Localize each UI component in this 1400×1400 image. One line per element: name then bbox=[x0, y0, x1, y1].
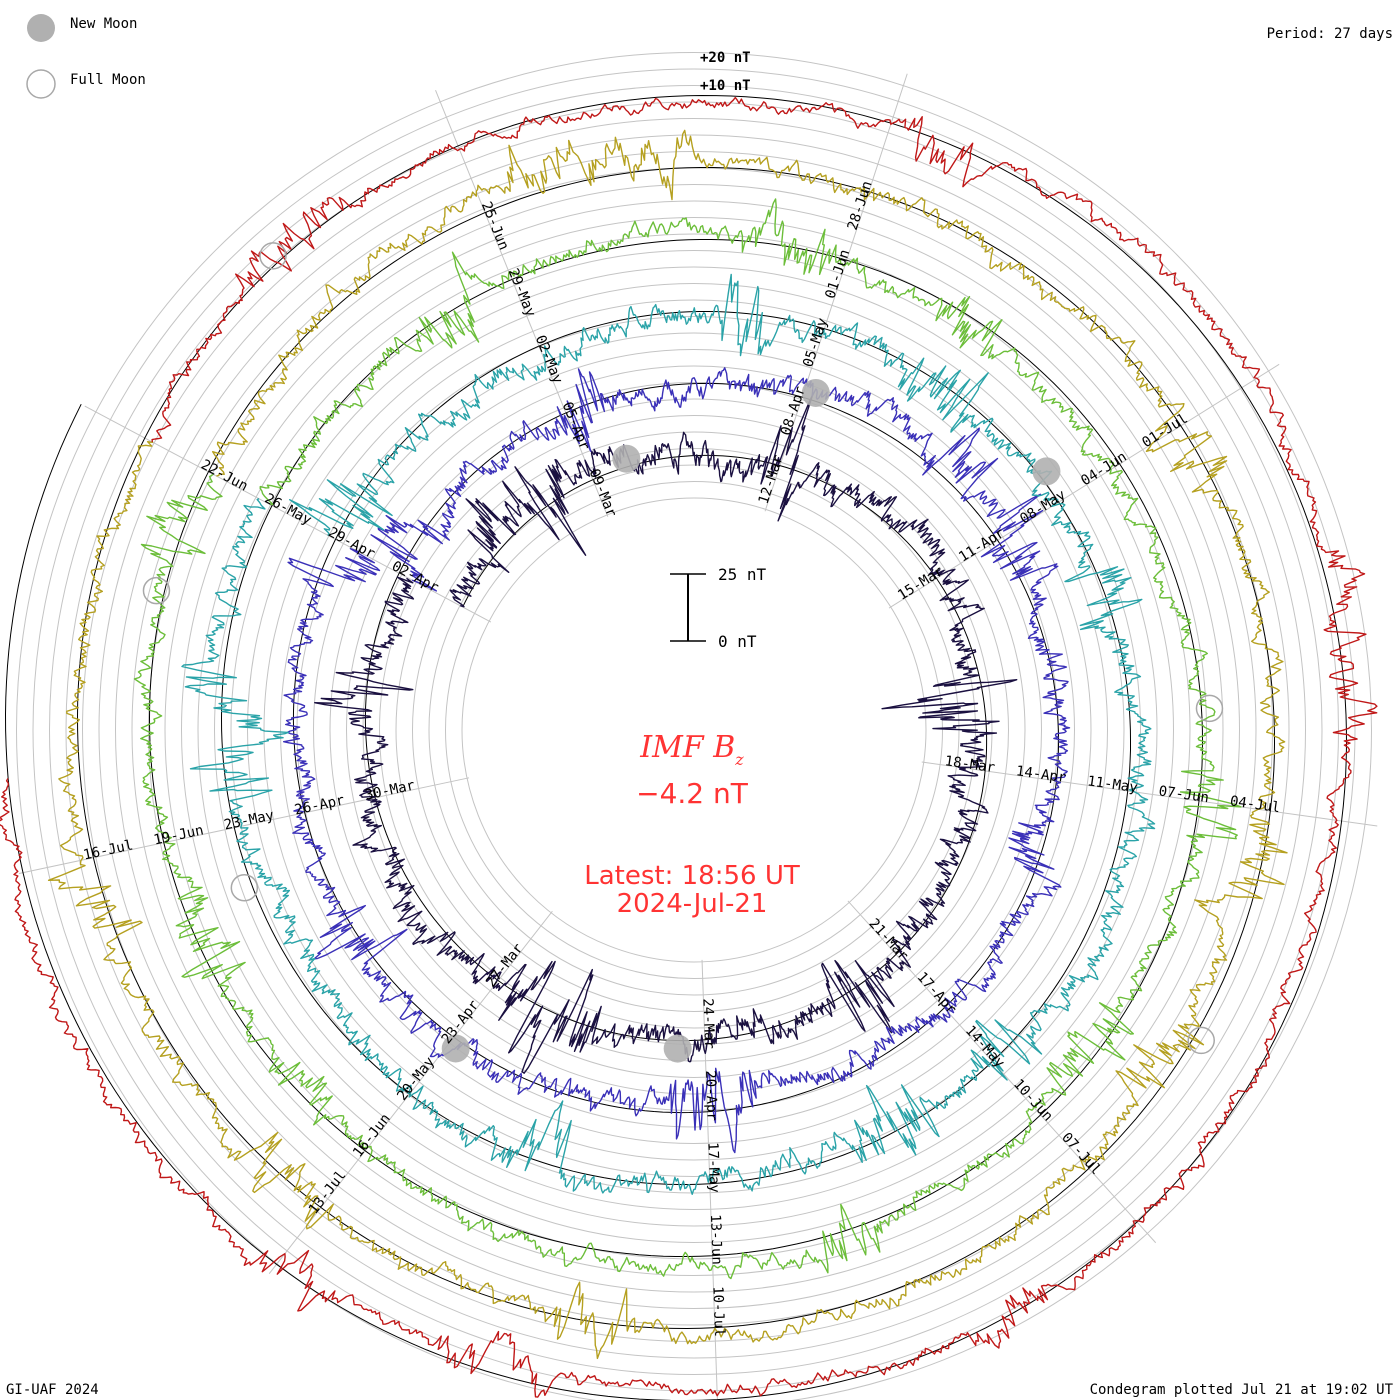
full-moon-marker bbox=[230, 874, 259, 902]
grid-spokes bbox=[18, 73, 1378, 1400]
grid-ring bbox=[214, 250, 1174, 1210]
new-moon-legend-label: New Moon bbox=[70, 16, 137, 32]
parameter-title-main: IMF B bbox=[639, 730, 735, 765]
grid-ring bbox=[181, 217, 1207, 1243]
date-label: 04-Jul bbox=[1229, 793, 1281, 816]
date-label: 24-Mar bbox=[699, 998, 717, 1049]
grid-ring bbox=[32, 68, 1356, 1392]
trace-rotation-6 bbox=[0, 96, 1378, 1398]
date-label: 07-Jun bbox=[1158, 783, 1210, 806]
date-label: 11-May bbox=[1086, 773, 1138, 796]
date-label: 15-Mar bbox=[895, 563, 946, 603]
trace-rotation-2 bbox=[283, 367, 1071, 1154]
full-moon-marker bbox=[259, 242, 287, 270]
scale-bar-bottom-label: 0 nT bbox=[718, 632, 757, 651]
latest-value: −4.2 nT bbox=[636, 777, 749, 810]
new-moon-marker bbox=[612, 444, 641, 473]
grid-spoke bbox=[435, 90, 609, 517]
grid-ring bbox=[346, 382, 1042, 1078]
grid-ring bbox=[164, 200, 1224, 1260]
grid-rings bbox=[16, 52, 1372, 1400]
data-traces bbox=[0, 96, 1378, 1398]
footer-plot-time: Condegram plotted Jul 21 at 19:02 UT bbox=[1090, 1382, 1394, 1398]
legend: New Moon Full Moon bbox=[26, 14, 146, 99]
full-moon-marker bbox=[142, 576, 171, 605]
ring-label-plus20: +20 nT bbox=[700, 50, 751, 66]
latest-date: 2024-Jul-21 bbox=[617, 889, 768, 919]
date-label: 29-May bbox=[505, 266, 539, 319]
grid-ring bbox=[247, 283, 1141, 1177]
date-label: 18-Mar bbox=[944, 753, 996, 776]
grid-ring bbox=[445, 481, 943, 979]
grid-spoke bbox=[888, 363, 1280, 609]
trace-rotation-5 bbox=[47, 129, 1288, 1360]
new-moon-marker bbox=[1032, 457, 1061, 486]
moon-markers bbox=[142, 242, 1224, 1063]
grid-ring bbox=[362, 398, 1026, 1062]
full-moon-legend-icon bbox=[26, 69, 56, 99]
grid-spoke bbox=[701, 959, 718, 1400]
grid-ring bbox=[263, 299, 1125, 1161]
trace-rotation-3 bbox=[181, 273, 1156, 1195]
new-moon-marker bbox=[801, 378, 830, 407]
date-label: 13-Jun bbox=[707, 1214, 725, 1265]
parameter-title: IMF Bz bbox=[639, 730, 744, 769]
date-label: 28-Jun bbox=[845, 179, 876, 232]
scale-bar: 25 nT 0 nT bbox=[670, 565, 767, 651]
grid-ring bbox=[280, 316, 1108, 1144]
trace-rotation-1 bbox=[314, 393, 1018, 1074]
grid-ring bbox=[230, 266, 1158, 1194]
latest-time: Latest: 18:56 UT bbox=[584, 861, 800, 891]
grid-spoke bbox=[921, 761, 1378, 827]
full-moon-marker bbox=[1195, 694, 1224, 723]
zero-baselines bbox=[4, 94, 1348, 1400]
date-label: 09-Mar bbox=[586, 467, 620, 520]
grid-ring bbox=[148, 184, 1240, 1276]
date-label: 05-May bbox=[800, 316, 831, 369]
parameter-title-subscript: z bbox=[734, 750, 744, 769]
trace-rotation-4 bbox=[133, 198, 1242, 1280]
grid-ring bbox=[461, 497, 927, 963]
new-moon-legend-icon bbox=[27, 14, 55, 42]
full-moon-marker bbox=[1187, 1026, 1215, 1055]
date-label: 21-Mar bbox=[865, 916, 911, 964]
grid-ring bbox=[98, 134, 1290, 1326]
grid-ring bbox=[197, 233, 1191, 1227]
scale-bar-top-label: 25 nT bbox=[718, 565, 767, 584]
grid-spoke bbox=[847, 900, 1157, 1244]
center-readout: IMF Bz −4.2 nT Latest: 18:56 UT 2024-Jul… bbox=[584, 730, 800, 919]
date-label: 14-Apr bbox=[1015, 763, 1067, 786]
grid-spoke bbox=[18, 777, 470, 874]
period-label: Period: 27 days bbox=[1267, 26, 1393, 42]
footer-credit: GI-UAF 2024 bbox=[6, 1382, 99, 1398]
full-moon-legend-label: Full Moon bbox=[70, 72, 146, 88]
date-label: 20-Apr bbox=[702, 1070, 720, 1121]
grid-ring bbox=[16, 52, 1372, 1400]
new-moon-marker bbox=[663, 1034, 692, 1063]
date-label: 14-May bbox=[962, 1023, 1008, 1071]
date-label: 17-May bbox=[704, 1142, 722, 1193]
ring-label-plus10: +10 nT bbox=[700, 78, 751, 94]
grid-ring bbox=[395, 431, 993, 1029]
new-moon-marker bbox=[441, 1034, 470, 1063]
date-label: 10-Jul bbox=[709, 1286, 727, 1337]
grid-ring bbox=[49, 85, 1339, 1375]
grid-ring bbox=[296, 332, 1092, 1128]
zero-baseline-spiral bbox=[4, 94, 1348, 1400]
